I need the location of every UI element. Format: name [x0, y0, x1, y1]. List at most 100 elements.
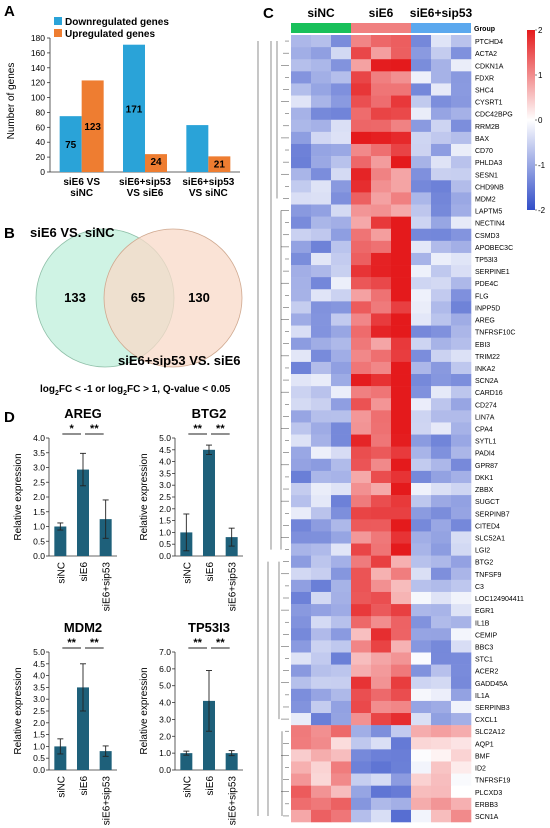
c-heatmap-cell	[291, 664, 312, 678]
c-heatmap-cell	[311, 507, 332, 520]
d-y-tick-label: 4.0	[159, 698, 171, 708]
c-heatmap-cell	[311, 47, 332, 60]
d-y-tick-label: 1.5	[159, 516, 171, 526]
c-heatmap-cell	[351, 361, 372, 375]
d-y-tick-label: 4.5	[159, 445, 171, 455]
c-heatmap-cell	[351, 71, 372, 84]
c-heatmap-cell	[351, 265, 372, 278]
a-bar-down	[123, 44, 145, 173]
c-heatmap-cell	[331, 83, 352, 96]
c-heatmap-cell	[451, 71, 472, 84]
c-heatmap-cell	[311, 168, 332, 181]
c-heatmap-cell	[431, 495, 452, 508]
c-gene-label: CEMIP	[475, 632, 498, 639]
c-heatmap-cell	[331, 386, 352, 399]
c-heatmap-cell	[391, 470, 412, 484]
c-heatmap-cell	[391, 119, 412, 133]
d-y-tick-label: 2.5	[33, 477, 45, 487]
c-heatmap-cell	[451, 228, 472, 242]
a-legend-swatch	[54, 17, 62, 25]
d-y-tick-label: 3.5	[159, 468, 171, 478]
c-heatmap-cell	[411, 35, 432, 48]
c-heatmap-cell	[431, 168, 452, 181]
c-heatmap-cell	[291, 797, 312, 811]
c-color-scale-bar	[527, 30, 535, 210]
panel-b-venn-diagram: siE6 VS. siNC siE6+sip53 VS. siE6 133 65…	[30, 225, 243, 397]
a-y-tick-label: 20	[36, 152, 46, 162]
c-heatmap-cell	[371, 664, 392, 678]
c-heatmap-cell	[291, 567, 312, 581]
c-heatmap-cell	[451, 688, 472, 702]
c-heatmap-cell	[371, 785, 392, 799]
c-heatmap-cell	[371, 519, 392, 532]
c-heatmap-cell	[451, 107, 472, 121]
c-heatmap-cell	[311, 349, 332, 363]
a-y-tick-label: 140	[31, 63, 45, 73]
c-gene-label: AQP1	[475, 741, 494, 748]
c-heatmap-cell	[351, 482, 372, 496]
c-gene-label: CD274	[475, 402, 497, 409]
c-heatmap-cell	[431, 119, 452, 133]
c-heatmap-cell	[371, 35, 392, 48]
d-bar	[99, 751, 112, 770]
c-gene-label: LOC124904411	[475, 596, 524, 603]
c-heatmap-cell	[351, 640, 372, 653]
c-heatmap-cell	[431, 35, 452, 48]
c-heatmap-cell	[411, 131, 432, 145]
c-heatmap-cell	[431, 289, 452, 302]
c-gene-label: TNFSF9	[475, 572, 502, 579]
c-heatmap-cell	[331, 761, 352, 774]
c-heatmap-cell	[291, 507, 312, 520]
c-heatmap-cell	[291, 700, 312, 714]
c-heatmap-cell	[291, 386, 312, 399]
c-heatmap-cell	[431, 313, 452, 326]
c-heatmap-cell	[331, 628, 352, 641]
c-heatmap-cell	[291, 579, 312, 593]
c-heatmap-cell	[391, 252, 412, 266]
c-heatmap-cell	[331, 143, 352, 157]
c-gene-label: INPP5D	[475, 305, 500, 312]
c-gene-label: LAPTM5	[475, 209, 502, 216]
d-y-tick-label: 7.0	[159, 647, 171, 657]
c-gene-label: CARD16	[475, 390, 503, 397]
c-heatmap-cell	[331, 289, 352, 302]
c-heatmap-cell	[411, 289, 432, 302]
d-y-axis-label: Relative expression	[139, 453, 150, 540]
c-heatmap-cell	[291, 204, 312, 217]
a-bar-down	[59, 116, 82, 172]
c-heatmap-cell	[411, 495, 432, 508]
c-heatmap-cell	[411, 325, 432, 338]
a-bar-value-label: 21	[214, 159, 226, 170]
c-heatmap-cell	[291, 277, 312, 290]
c-heatmap-cell	[291, 71, 312, 84]
c-heatmap-cell	[291, 313, 312, 326]
d-y-tick-label: 4.0	[33, 671, 45, 681]
c-heatmap-cell	[431, 749, 452, 762]
c-heatmap-cell	[371, 797, 392, 811]
c-heatmap-cell	[431, 240, 452, 254]
c-heatmap-cell	[351, 531, 372, 544]
c-heatmap-cell	[451, 628, 472, 641]
c-gene-label: SCN1A	[475, 814, 499, 821]
c-heatmap-cell	[331, 180, 352, 193]
c-heatmap-cell	[291, 95, 312, 108]
c-scale-tick-label: -1	[538, 161, 546, 170]
c-heatmap-cell	[351, 688, 372, 702]
d-y-tick-label: 2.5	[33, 706, 45, 716]
c-heatmap-cell	[311, 265, 332, 278]
c-heatmap-cell	[451, 337, 472, 351]
c-heatmap-cell	[391, 83, 412, 96]
c-heatmap-cell	[351, 604, 372, 617]
c-heatmap-cell	[451, 143, 472, 157]
c-heatmap-cell	[371, 579, 392, 593]
c-heatmap-cell	[451, 737, 472, 750]
c-heatmap-cell	[431, 337, 452, 351]
c-heatmap-cell	[311, 628, 332, 641]
c-heatmap-cell	[331, 204, 352, 217]
c-heatmap-cell	[311, 59, 332, 72]
c-heatmap-cell	[431, 374, 452, 387]
c-heatmap-cell	[311, 107, 332, 121]
c-group-row-label: Group	[474, 26, 495, 33]
c-heatmap-cell	[331, 543, 352, 556]
